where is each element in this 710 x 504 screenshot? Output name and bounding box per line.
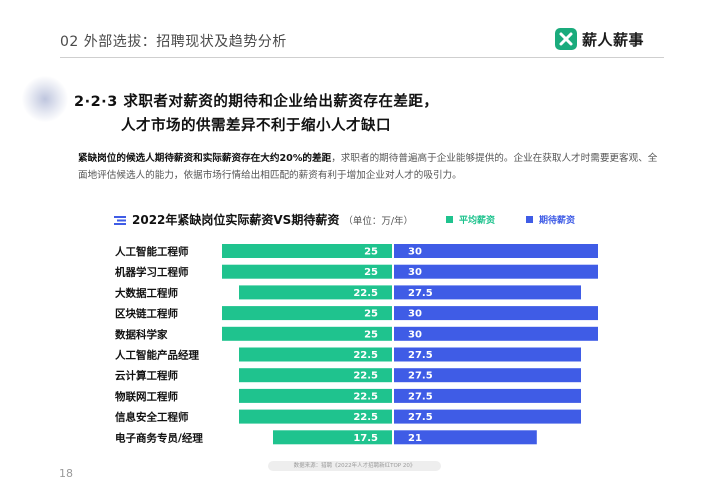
value-label-avg: 25 — [364, 247, 378, 258]
value-label-avg: 22.5 — [353, 288, 378, 299]
category-label: 电子商务专员/经理 — [115, 431, 203, 444]
legend-swatch-avg — [446, 216, 453, 223]
section-title-line2: 人才市场的供需差异不利于缩小人才缺口 — [121, 118, 391, 134]
bar-avg-salary — [239, 347, 392, 362]
bar-expected-salary — [394, 244, 598, 258]
value-label-expected: 30 — [408, 329, 422, 340]
bar-avg-salary — [273, 430, 392, 445]
brand-logo: 薪人薪事 — [555, 28, 644, 50]
legend-item-avg: 平均薪资 — [446, 213, 495, 226]
category-label: 信息安全工程师 — [115, 411, 189, 424]
bar-avg-salary — [222, 244, 392, 258]
data-source-note: 数据来源：猎聘《2022年人才招聘新红TOP 20》 — [268, 461, 441, 471]
value-label-avg: 25 — [364, 329, 378, 340]
intro-paragraph: 紧缺岗位的候选人期待薪资和实际薪资存在大约20%的差距，求职者的期待普遍高于企业… — [78, 150, 658, 184]
chart-unit: （单位：万/年） — [343, 215, 414, 227]
legend-swatch-expected — [526, 216, 533, 223]
bar-expected-salary — [394, 347, 581, 362]
bar-expected-salary — [394, 264, 598, 279]
logo-mark-icon — [555, 28, 577, 50]
bar-avg-salary — [222, 264, 392, 279]
bar-avg-salary — [222, 326, 392, 341]
category-label: 物联网工程师 — [115, 390, 178, 403]
category-label: 机器学习工程师 — [115, 266, 189, 279]
legend-item-expected: 期待薪资 — [526, 213, 575, 226]
value-label-expected: 21 — [408, 433, 422, 444]
value-label-avg: 22.5 — [353, 371, 378, 382]
category-label: 区块链工程师 — [115, 307, 178, 320]
category-label: 云计算工程师 — [115, 369, 178, 382]
value-label-avg: 22.5 — [353, 350, 378, 361]
chart-header: 2022年紧缺岗位实际薪资VS期待薪资 （单位：万/年） — [114, 211, 413, 228]
value-label-expected: 30 — [408, 247, 422, 258]
category-label: 人工智能产品经理 — [115, 349, 199, 362]
value-label-avg: 25 — [364, 309, 378, 320]
bar-avg-salary — [239, 388, 392, 403]
logo-text: 薪人薪事 — [582, 30, 645, 49]
bar-expected-salary — [394, 430, 537, 445]
value-label-expected: 27.5 — [408, 391, 433, 402]
page-header-title: 02 外部选拔：招聘现状及趋势分析 — [60, 34, 287, 50]
bar-expected-salary — [394, 285, 581, 300]
value-label-expected: 27.5 — [408, 288, 433, 299]
header-divider — [60, 57, 664, 58]
value-label-expected: 30 — [408, 267, 422, 278]
category-label: 数据科学家 — [114, 328, 168, 341]
bar-avg-salary — [239, 409, 392, 424]
intro-highlight: 紧缺岗位的候选人期待薪资和实际薪资存在大约20%的差距 — [78, 153, 332, 164]
value-label-avg: 25 — [364, 267, 378, 278]
value-label-expected: 27.5 — [408, 412, 433, 423]
category-label: 大数据工程师 — [115, 286, 178, 299]
bar-expected-salary — [394, 368, 581, 383]
value-label-avg: 22.5 — [353, 391, 378, 402]
bar-avg-salary — [222, 306, 392, 321]
chart-bars-icon — [114, 215, 126, 225]
bar-expected-salary — [394, 326, 598, 341]
page-number: 18 — [59, 467, 73, 480]
value-label-expected: 27.5 — [408, 350, 433, 361]
legend-label-avg: 平均薪资 — [459, 216, 496, 226]
bar-avg-salary — [239, 285, 392, 300]
value-label-avg: 22.5 — [353, 412, 378, 423]
section-title-line1: 2·2·3 求职者对薪资的期待和企业给出薪资存在差距， — [74, 94, 439, 110]
section-marker — [22, 76, 68, 122]
section-title: 2·2·3 求职者对薪资的期待和企业给出薪资存在差距， 人才市场的供需差异不利于… — [74, 90, 438, 138]
bar-expected-salary — [394, 409, 581, 424]
bar-expected-salary — [394, 388, 581, 403]
bar-expected-salary — [394, 306, 598, 321]
value-label-avg: 17.5 — [353, 433, 378, 444]
value-label-expected: 27.5 — [408, 371, 433, 382]
value-label-expected: 30 — [408, 309, 422, 320]
bar-avg-salary — [239, 368, 392, 383]
chart-title: 2022年紧缺岗位实际薪资VS期待薪资 — [132, 213, 340, 227]
category-label: 人工智能工程师 — [115, 245, 189, 258]
intro-rest: ，求职者的期待普遍高于企业能够提供的。企业在获取人才时需要更客观、全面地评估候选… — [78, 153, 658, 181]
legend-label-expected: 期待薪资 — [539, 216, 576, 226]
